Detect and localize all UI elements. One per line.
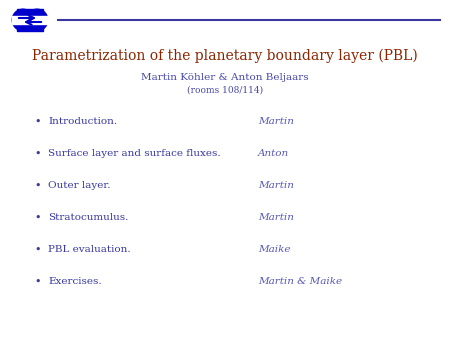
Text: Maike: Maike [258,245,291,255]
Circle shape [12,9,34,31]
Text: •: • [35,149,41,159]
Text: Stratocumulus.: Stratocumulus. [48,214,128,222]
Text: Introduction.: Introduction. [48,118,117,126]
Text: •: • [35,245,41,255]
Text: Surface layer and surface fluxes.: Surface layer and surface fluxes. [48,149,220,159]
Text: Martin: Martin [258,118,294,126]
Text: Martin: Martin [258,182,294,191]
Text: Anton: Anton [258,149,289,159]
Text: Martin: Martin [258,214,294,222]
Text: •: • [35,277,41,287]
Text: Exercises.: Exercises. [48,277,102,287]
Text: •: • [35,213,41,223]
Bar [17,9,43,31]
Bar [12,16,48,24]
Text: PBL evaluation.: PBL evaluation. [48,245,130,255]
Text: Martin Köhler & Anton Beljaars: Martin Köhler & Anton Beljaars [141,73,309,82]
Text: Martin & Maike: Martin & Maike [258,277,342,287]
Text: (rooms 108/114): (rooms 108/114) [187,86,263,95]
Text: Outer layer.: Outer layer. [48,182,111,191]
Text: •: • [35,117,41,127]
Text: •: • [35,181,41,191]
Circle shape [26,9,48,31]
Text: Parametrization of the planetary boundary layer (PBL): Parametrization of the planetary boundar… [32,49,418,63]
